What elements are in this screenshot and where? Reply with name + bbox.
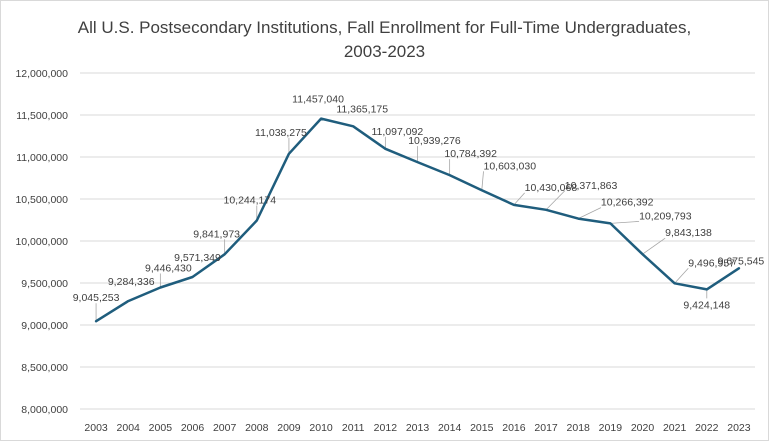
data-label-2005: 9,446,430 xyxy=(145,262,192,274)
x-tick-label-2015: 2015 xyxy=(470,422,494,434)
leader-line-2015 xyxy=(481,171,484,191)
data-label-2021: 9,496,957 xyxy=(688,257,735,269)
data-label-2020: 9,843,138 xyxy=(665,227,712,239)
leader-line-2017 xyxy=(545,190,566,211)
x-tick-label-2005: 2005 xyxy=(149,422,173,434)
leader-line-2016 xyxy=(513,192,525,206)
x-tick-label-2011: 2011 xyxy=(342,422,365,434)
data-label-2017: 10,371,863 xyxy=(565,180,618,192)
leader-line-2021 xyxy=(674,267,689,284)
y-tick-label-5: 10,500,000 xyxy=(15,194,68,206)
data-label-2015: 10,603,030 xyxy=(484,160,537,172)
x-tick-label-2018: 2018 xyxy=(567,422,591,434)
y-axis-tick-labels: 8,000,000 8,500,000 9,000,000 9,500,000 10,0… xyxy=(15,68,68,416)
data-label-2022: 9,424,148 xyxy=(683,299,730,311)
x-tick-label-2020: 2020 xyxy=(631,422,655,434)
y-tick-label-3: 9,500,000 xyxy=(21,278,68,290)
series-line xyxy=(94,117,741,323)
data-label-2011: 11,365,175 xyxy=(336,103,388,115)
x-tick-label-2016: 2016 xyxy=(502,422,526,434)
x-tick-label-2004: 2004 xyxy=(117,422,141,434)
data-label-2012: 11,097,092 xyxy=(371,126,423,138)
data-label-2004: 9,284,336 xyxy=(108,276,155,288)
chart-title-line2: 2003-2023 xyxy=(343,42,426,61)
x-tick-label-2019: 2019 xyxy=(599,422,623,434)
y-tick-label-0: 8,000,000 xyxy=(21,404,68,416)
y-tick-label-6: 11,000,000 xyxy=(16,152,68,164)
gridlines xyxy=(80,72,755,410)
leader-line-2019 xyxy=(610,220,640,224)
x-tick-label-2012: 2012 xyxy=(374,422,398,434)
x-axis-tick-labels: 2003 2004 2005 2006 2007 2008 2009 2010 2011 2012… xyxy=(84,422,750,434)
x-tick-label-2023: 2023 xyxy=(727,422,751,434)
x-tick-label-2021: 2021 xyxy=(663,422,687,434)
y-tick-label-7: 11,500,000 xyxy=(16,110,68,122)
data-label-2016: 10,430,068 xyxy=(525,182,578,194)
data-label-2003: 9,045,253 xyxy=(73,292,120,304)
x-tick-label-2007: 2007 xyxy=(213,422,237,434)
data-label-leader-lines xyxy=(95,136,708,322)
leader-line-2020 xyxy=(642,237,666,255)
x-tick-label-2017: 2017 xyxy=(534,422,558,434)
data-label-2013: 10,939,276 xyxy=(408,135,461,147)
x-tick-label-2010: 2010 xyxy=(309,422,333,434)
data-label-2018: 10,266,392 xyxy=(601,197,654,209)
leader-line-2018 xyxy=(578,207,602,219)
data-label-2023: 9,675,545 xyxy=(718,255,765,267)
x-tick-label-2022: 2022 xyxy=(695,422,719,434)
y-tick-label-8: 12,000,000 xyxy=(15,68,68,80)
data-label-2014: 10,784,392 xyxy=(444,148,497,160)
x-tick-label-2009: 2009 xyxy=(277,422,301,434)
chart-title-line1: All U.S. Postsecondary Institutions, Fal… xyxy=(77,18,692,37)
x-tick-label-2006: 2006 xyxy=(181,422,205,434)
x-tick-label-2013: 2013 xyxy=(406,422,430,434)
x-tick-label-2003: 2003 xyxy=(84,422,108,434)
y-tick-label-1: 8,500,000 xyxy=(21,362,68,374)
y-tick-label-2: 9,000,000 xyxy=(21,320,68,332)
data-label-2008: 10,244,174 xyxy=(224,194,277,206)
data-label-2010: 11,457,040 xyxy=(292,94,344,106)
data-label-2009: 11,038,275 xyxy=(255,127,307,139)
data-label-2019: 10,209,793 xyxy=(639,210,692,222)
y-tick-label-4: 10,000,000 xyxy=(15,236,68,248)
data-label-2007: 9,841,973 xyxy=(193,228,240,240)
data-label-2006: 9,571,349 xyxy=(174,252,221,264)
x-tick-label-2014: 2014 xyxy=(438,422,462,434)
x-tick-label-2008: 2008 xyxy=(245,422,269,434)
chart-title: All U.S. Postsecondary Institutions, Fal… xyxy=(0,16,769,64)
